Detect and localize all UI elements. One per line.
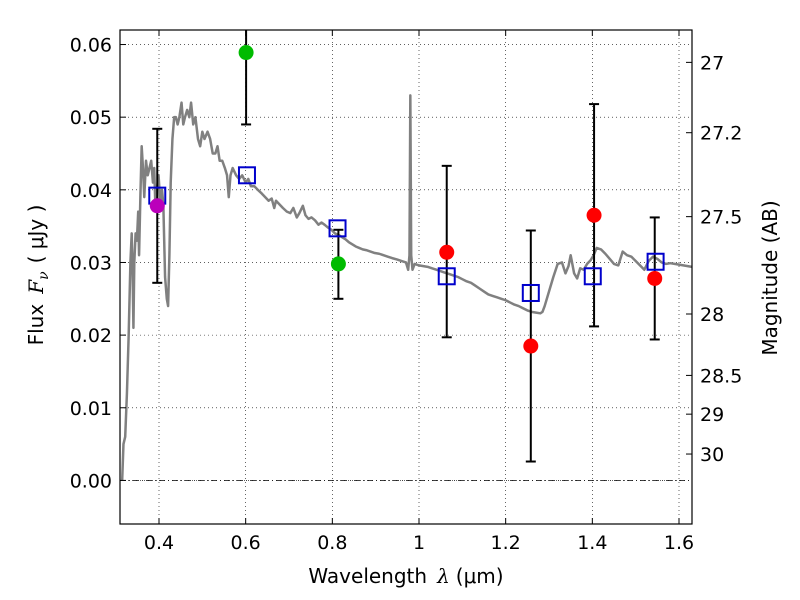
y-tick-label: 0.00 [70,470,112,492]
observed-point-red [647,270,663,286]
x-tick-label: 1 [413,532,425,554]
y-axis-title-subscript: ν [36,271,52,280]
observed-point-red [586,207,602,223]
y-axis-title-symbol: F [24,279,48,295]
model-photometry-square [328,219,347,238]
model-photometry-square [583,267,602,286]
magnitude-axis-ticks: 27 27.2 27.5 28 28.5 29 30 [686,52,742,466]
magnitude-tick-label: 27 [700,52,724,74]
y-tick-label: 0.05 [70,107,112,129]
observed-point-green [330,256,346,272]
y-tick-label: 0.06 [70,35,112,57]
model-photometry-square [521,283,540,302]
x-axis-ticks: 0.4 0.6 0.8 1 1.2 1.4 1.6 [144,30,694,554]
x-tick-label: 1.2 [491,532,521,554]
y-tick-label: 0.02 [70,325,112,347]
x-axis-title-prefix: Wavelength [308,564,427,588]
model-photometry-square [437,267,456,286]
observed-point-magenta [149,198,165,214]
observed-point-red [523,338,539,354]
error-bars [152,30,660,463]
spectrum-line [120,94,693,481]
grid-lines [120,30,692,524]
y-tick-label: 0.03 [70,252,112,274]
axes-frame [119,29,693,525]
magnitude-tick-label: 30 [700,444,724,466]
y-axis-title-unit: ( μJy ) [24,205,48,264]
observed-point-red [439,244,455,260]
observed-points [149,45,663,354]
y-axis-title: Flux Fν ( μJy ) [24,205,52,346]
x-axis-title: Wavelength λ (μm) [308,564,503,588]
model-spectrum [120,94,693,481]
magnitude-tick-label: 28 [700,304,724,326]
y-axis-title-prefix: Flux [24,304,48,346]
x-tick-label: 0.8 [317,532,347,554]
y-tick-label: 0.04 [70,180,112,202]
magnitude-tick-label: 27.5 [700,207,742,229]
magnitude-axis-title: Magnitude (AB) [758,200,782,355]
model-photometry-square [237,166,256,185]
x-tick-label: 1.6 [664,532,694,554]
x-tick-label: 0.6 [231,532,261,554]
magnitude-tick-label: 29 [700,404,724,426]
y-tick-label: 0.01 [70,398,112,420]
x-tick-label: 1.4 [577,532,607,554]
x-axis-title-symbol: λ [436,564,450,588]
y-axis-ticks: 0.00 0.01 0.02 0.03 0.04 0.05 0.06 [70,35,126,492]
observed-point-green [238,45,254,61]
model-photometry-square [646,252,665,271]
magnitude-tick-label: 27.2 [700,123,742,145]
x-axis-title-unit: (μm) [456,564,504,588]
magnitude-tick-label: 28.5 [700,365,742,387]
plot-frame [119,29,693,525]
model-photometry-squares [148,166,665,302]
x-tick-label: 0.4 [144,532,174,554]
